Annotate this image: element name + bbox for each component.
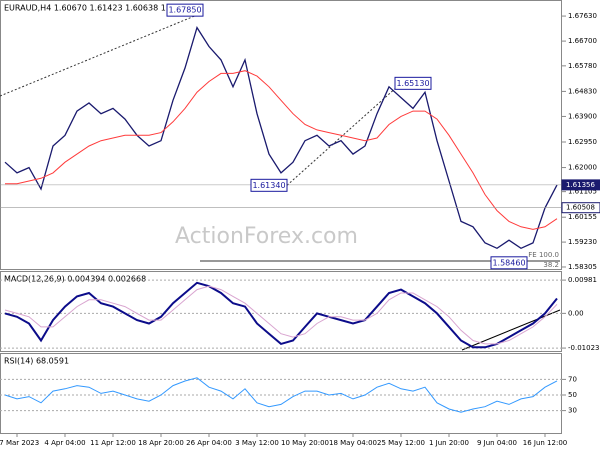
y-tick-label: 30: [568, 407, 577, 415]
y-tick-label: 0.00981: [568, 276, 597, 284]
annotation-label: 1.61340: [252, 181, 285, 190]
chart-title: EURAUD,H4 1.60670 1.61423 1.60638 1.6135…: [4, 4, 194, 13]
annotation-box: [394, 76, 432, 90]
annotation-label: 1.67850: [168, 6, 201, 15]
y-tick-label: 1.59230: [568, 238, 597, 246]
series-line: [4, 285, 558, 345]
y-tick-label: 1.58305: [568, 263, 597, 271]
macd-title: MACD(12,26,9) 0.004394 0.002668: [4, 275, 146, 284]
y-tick-label: 1.60155: [568, 213, 597, 221]
y-tick-label: 1.66700: [568, 37, 597, 45]
series-line: [4, 377, 558, 413]
x-tick-label: 4 Apr 04:00: [44, 439, 85, 447]
x-tick-label: 11 Apr 12:00: [90, 439, 136, 447]
x-tick-label: 3 May 12:00: [235, 439, 279, 447]
x-tick-label: 18 May 04:00: [329, 439, 377, 447]
x-tick-label: 26 Apr 04:00: [186, 439, 232, 447]
x-tick-label: 16 Jun 12:00: [523, 439, 567, 447]
y-tick-label: 1.64830: [568, 87, 597, 95]
series-line: [5, 70, 558, 230]
y-tick-label: 1.62000: [568, 164, 597, 172]
fe-label: FE 100.0: [528, 251, 559, 259]
y-tick-label: 50: [568, 391, 577, 399]
rsi-panel: [0, 353, 562, 434]
price-label-box: [561, 202, 600, 214]
annotation-box: [250, 178, 288, 192]
annotation-box: [490, 256, 528, 270]
y-tick-label: 1.63900: [568, 112, 597, 120]
y-tick-label: 1.67630: [568, 12, 597, 20]
macd-trend-line: [461, 309, 561, 351]
trend-line: [283, 85, 399, 189]
y-tick-label: 1.65780: [568, 62, 597, 70]
price-panel: [0, 0, 562, 270]
price-label-box: [561, 179, 600, 191]
y-tick-label: 70: [568, 375, 577, 383]
y-tick-label: 1.61105: [568, 188, 597, 196]
y-tick-label: 1.62950: [568, 138, 597, 146]
price-label: 1.60508: [566, 204, 595, 212]
annotation-label: 1.65130: [396, 79, 429, 88]
trend-line: [0, 14, 198, 97]
x-tick-label: 9 Jun 04:00: [477, 439, 517, 447]
watermark: ActionForex.com: [175, 224, 358, 249]
x-tick-label: 18 Apr 20:00: [138, 439, 184, 447]
x-tick-label: 10 May 20:00: [281, 439, 329, 447]
x-tick-label: 25 May 12:00: [377, 439, 425, 447]
y-tick-label: 0.00: [568, 309, 584, 317]
x-tick-label: 1 Jun 20:00: [429, 439, 469, 447]
fe-label: 38.2: [543, 261, 559, 269]
series-line: [4, 26, 558, 250]
x-tick-label: 27 Mar 2023: [0, 439, 39, 447]
macd-panel: [0, 271, 562, 352]
y-tick-label: -0.010235: [568, 344, 600, 352]
price-label: 1.61356: [566, 181, 595, 189]
annotation-box: [166, 3, 204, 17]
rsi-title: RSI(14) 68.0591: [4, 357, 69, 366]
annotation-label: 1.58460: [492, 258, 525, 267]
